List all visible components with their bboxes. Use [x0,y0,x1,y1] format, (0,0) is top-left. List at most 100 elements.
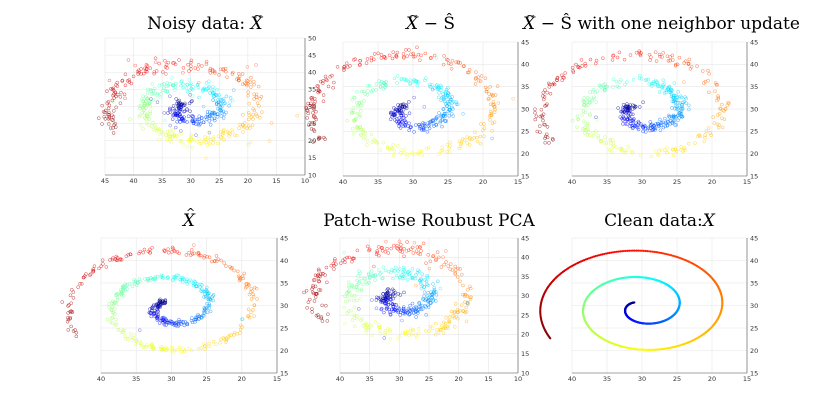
data-point [184,86,189,90]
y-tick-label: 15 [280,369,288,377]
data-point [458,61,463,65]
data-point [177,98,181,103]
data-point [211,98,215,102]
data-point [321,99,326,104]
data-point [140,106,145,110]
data-point [244,78,249,83]
data-point [628,105,632,110]
x-tick-label: 30 [638,375,646,383]
data-point [667,85,671,90]
data-point [617,50,622,55]
data-point [476,75,481,79]
data-point [618,80,622,84]
data-point [347,289,351,294]
data-point [138,279,142,284]
data-point [708,131,713,135]
data-point [386,146,390,150]
data-point [409,247,413,252]
data-point [640,249,644,252]
data-point [218,101,223,105]
data-point [591,130,595,135]
data-point [639,122,643,126]
data-point [418,252,422,257]
data-point [627,109,631,114]
data-point [455,102,460,106]
data-point [189,248,194,252]
data-point [202,86,207,91]
data-point [148,87,153,92]
data-point [683,59,688,63]
data-point [438,83,443,88]
data-point [697,133,702,138]
data-point [625,118,629,123]
y-tick-label: 10 [521,369,529,377]
data-point [92,264,97,268]
data-point [88,273,92,277]
data-point [571,69,575,73]
data-point [541,112,546,116]
data-point [186,114,191,118]
data-point [311,290,315,295]
data-point [454,314,458,319]
data-point [472,136,477,140]
data-point [205,110,210,114]
data-point [252,285,257,290]
data-point [71,296,76,300]
outlier-point [465,301,470,305]
data-point [376,245,381,249]
data-point [363,323,367,327]
data-point [654,59,659,63]
data-point [91,267,96,271]
data-point [658,54,662,59]
data-point [372,52,377,56]
data-point [468,136,472,140]
data-point [183,101,187,106]
data-point [583,125,588,129]
data-point [185,282,189,286]
data-point [614,145,618,149]
data-point [352,316,357,320]
data-point [359,318,363,323]
data-point [100,103,104,108]
data-point [325,280,329,285]
data-point [446,91,450,95]
data-point [205,254,209,259]
data-point [421,121,425,125]
data-point [123,72,128,77]
data-point [588,97,592,102]
data-point [434,116,438,120]
data-point [392,268,396,273]
data-point [432,53,437,58]
outlier-point [427,266,432,271]
data-point [667,115,671,119]
outlier-point [364,330,369,335]
data-point [395,74,400,78]
data-point [309,127,314,131]
data-point [173,275,178,279]
data-point [140,111,144,115]
data-point [378,272,382,276]
y-tick-label: 45 [750,38,758,46]
data-point [677,101,682,105]
data-point [162,315,166,320]
data-point [398,249,402,253]
data-point [190,114,194,118]
data-point [679,112,684,116]
outlier-point [412,95,416,100]
data-point [359,287,364,292]
data-point [136,72,140,76]
y-tick-label: 35 [280,279,288,287]
data-point [659,123,663,128]
data-point [112,123,116,127]
data-point [639,249,642,252]
data-point [443,119,448,123]
data-point [483,85,488,90]
data-point [413,54,417,59]
data-point [359,288,364,293]
data-point [316,276,321,281]
data-point [121,330,125,335]
data-point [706,126,711,130]
data-point [211,141,215,145]
data-point [391,292,396,297]
data-point [121,289,126,293]
